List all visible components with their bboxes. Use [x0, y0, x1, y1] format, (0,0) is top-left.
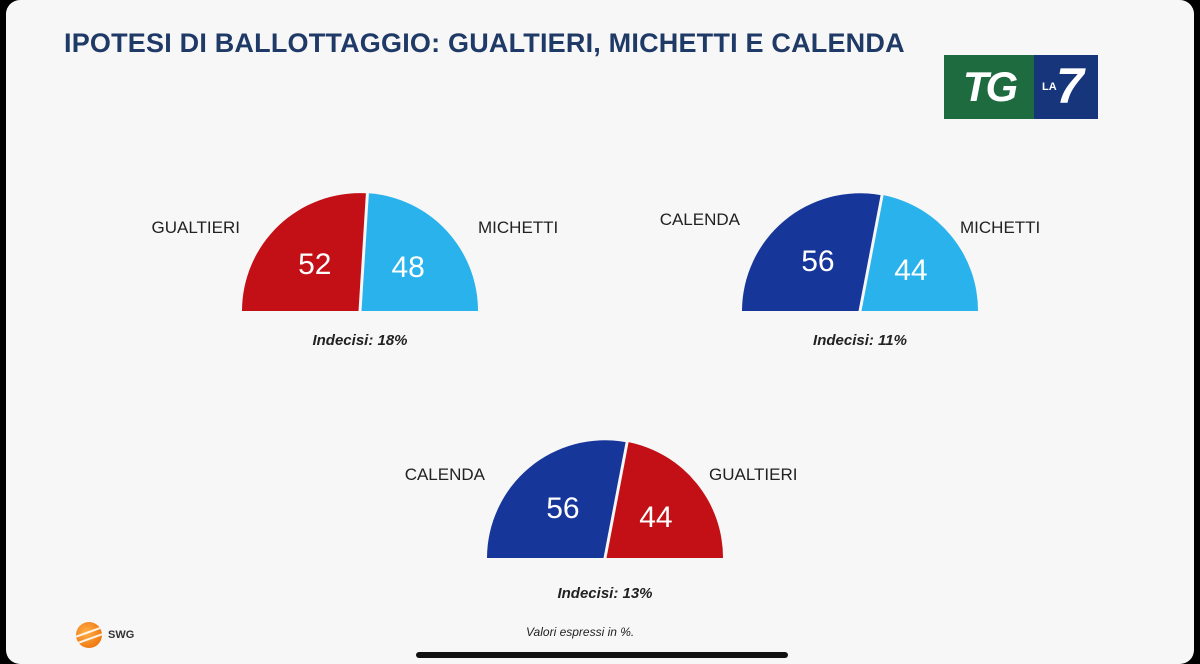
slice-michetti [361, 193, 479, 311]
semicircle-chart-1: 52 48 GUALTIERI MICHETTI Indecisi: 18% [152, 193, 558, 349]
la7-logo-blue-block: LA 7 [1034, 55, 1098, 119]
value-label-gualtieri: 44 [639, 501, 672, 534]
slice-calenda [742, 193, 881, 311]
slice-calenda [487, 440, 626, 558]
undecided-label: Indecisi: 18% [312, 332, 407, 349]
candidate-label-gualtieri: GUALTIERI [152, 218, 240, 237]
value-label-calenda: 56 [801, 245, 834, 278]
home-indicator[interactable] [416, 652, 788, 658]
value-label-gualtieri: 52 [298, 248, 331, 281]
candidate-label-michetti: MICHETTI [478, 218, 558, 237]
tg-la7-logo: TG LA 7 [944, 55, 1098, 119]
value-label-michetti: 48 [391, 251, 424, 284]
la7-logo-la: LA [1042, 81, 1057, 93]
footnote: Valori espressi in %. [526, 625, 635, 639]
swg-logo-icon [76, 622, 102, 648]
semicircle-chart-3: 56 44 CALENDA GUALTIERI Indecisi: 13% [405, 440, 797, 602]
value-label-calenda: 56 [546, 492, 579, 525]
tg-logo-green-block: TG [944, 55, 1034, 119]
slice-gualtieri [606, 442, 724, 558]
source: SWG [76, 622, 134, 648]
candidate-label-gualtieri: GUALTIERI [709, 465, 797, 484]
tg-logo-text: TG [962, 63, 1018, 110]
undecided-label: Indecisi: 13% [557, 585, 652, 602]
slice-gualtieri [242, 193, 366, 311]
slice-michetti [861, 195, 979, 311]
page-title: IPOTESI DI BALLOTTAGGIO: GUALTIERI, MICH… [64, 28, 905, 58]
candidate-label-calenda: CALENDA [660, 210, 741, 229]
source-name: SWG [108, 629, 135, 641]
la7-logo-seven: 7 [1056, 58, 1084, 114]
candidate-label-calenda: CALENDA [405, 465, 486, 484]
undecided-label: Indecisi: 11% [813, 332, 907, 349]
candidate-label-michetti: MICHETTI [960, 218, 1040, 237]
value-label-michetti: 44 [894, 254, 927, 287]
semicircle-chart-2: 56 44 CALENDA MICHETTI Indecisi: 11% [660, 193, 1040, 349]
